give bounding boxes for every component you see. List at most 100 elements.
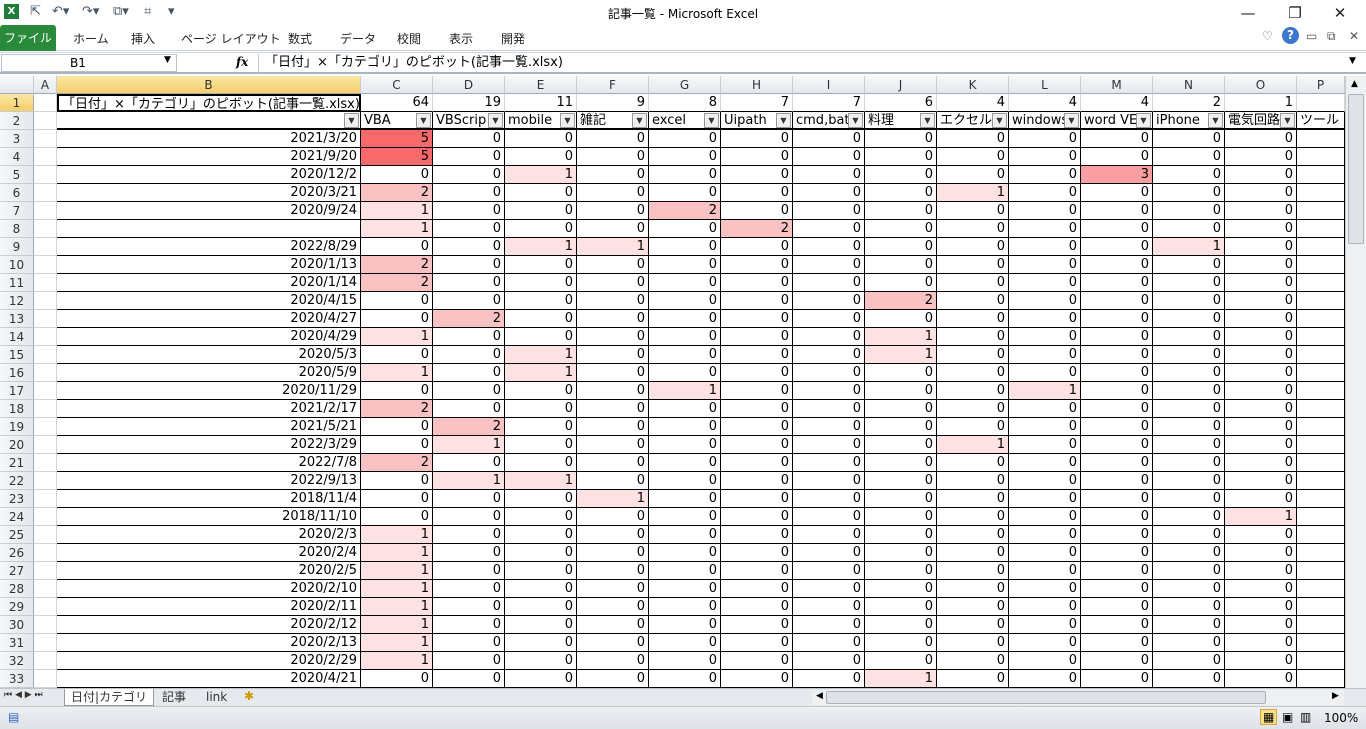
cell-empty[interactable] xyxy=(1297,148,1345,166)
row-header[interactable]: 3 xyxy=(0,130,34,148)
value-cell[interactable]: 0 xyxy=(721,508,793,526)
value-cell[interactable]: 0 xyxy=(865,526,937,544)
category-header-cell[interactable]: iPhone ▼ xyxy=(1153,112,1225,130)
value-cell[interactable]: 0 xyxy=(1009,508,1081,526)
row-header[interactable]: 14 xyxy=(0,328,34,346)
select-all-corner[interactable] xyxy=(0,76,34,94)
value-cell[interactable]: 0 xyxy=(649,184,721,202)
filter-dropdown-icon[interactable]: ▼ xyxy=(848,113,863,128)
value-cell[interactable]: 0 xyxy=(433,598,505,616)
cell-empty[interactable] xyxy=(34,256,57,274)
tab-review[interactable]: 校閲 xyxy=(397,32,422,46)
value-cell[interactable]: 0 xyxy=(1153,670,1225,688)
value-cell[interactable]: 0 xyxy=(433,256,505,274)
value-cell[interactable]: 0 xyxy=(865,130,937,148)
value-cell[interactable]: 0 xyxy=(793,292,865,310)
value-cell[interactable]: 0 xyxy=(1009,598,1081,616)
value-cell[interactable]: 1 xyxy=(433,436,505,454)
value-cell[interactable]: 0 xyxy=(1225,310,1297,328)
value-cell[interactable]: 0 xyxy=(505,400,577,418)
value-cell[interactable]: 0 xyxy=(1009,184,1081,202)
cell-empty[interactable] xyxy=(34,526,57,544)
value-cell[interactable]: 0 xyxy=(1009,130,1081,148)
cell-empty[interactable] xyxy=(34,400,57,418)
value-cell[interactable]: 0 xyxy=(1225,292,1297,310)
value-cell[interactable]: 0 xyxy=(433,364,505,382)
shapes-icon[interactable]: ⧉▾ xyxy=(113,4,129,19)
category-header-cell[interactable]: windows ▼ xyxy=(1009,112,1081,130)
value-cell[interactable]: 0 xyxy=(505,436,577,454)
value-cell[interactable]: 0 xyxy=(1081,490,1153,508)
value-cell[interactable]: 0 xyxy=(865,562,937,580)
value-cell[interactable]: 1 xyxy=(361,544,433,562)
cell-empty[interactable] xyxy=(34,202,57,220)
vertical-scrollbar[interactable]: ▲ xyxy=(1345,76,1366,688)
value-cell[interactable]: 1 xyxy=(361,364,433,382)
value-cell[interactable]: 0 xyxy=(865,544,937,562)
value-cell[interactable]: 2 xyxy=(361,454,433,472)
cell-empty[interactable] xyxy=(34,634,57,652)
cell-empty[interactable] xyxy=(1297,292,1345,310)
value-cell[interactable]: 0 xyxy=(1081,328,1153,346)
value-cell[interactable]: 2 xyxy=(361,400,433,418)
row-header[interactable]: 31 xyxy=(0,634,34,652)
value-cell[interactable]: 0 xyxy=(433,382,505,400)
sheet-tab-link[interactable]: link xyxy=(206,690,228,704)
value-cell[interactable]: 1 xyxy=(361,328,433,346)
value-cell[interactable]: 1 xyxy=(505,166,577,184)
zoom-level[interactable]: 100% xyxy=(1324,711,1359,725)
row-header[interactable]: 24 xyxy=(0,508,34,526)
value-cell[interactable]: 0 xyxy=(1225,130,1297,148)
value-cell[interactable]: 0 xyxy=(505,130,577,148)
value-cell[interactable]: 0 xyxy=(1153,544,1225,562)
value-cell[interactable]: 0 xyxy=(361,436,433,454)
cell-empty[interactable] xyxy=(1297,130,1345,148)
value-cell[interactable]: 0 xyxy=(577,616,649,634)
value-cell[interactable]: 0 xyxy=(793,346,865,364)
value-cell[interactable]: 0 xyxy=(505,382,577,400)
date-row-label[interactable]: 2022/9/13 xyxy=(57,472,361,490)
value-cell[interactable]: 0 xyxy=(1153,634,1225,652)
value-cell[interactable]: 1 xyxy=(361,220,433,238)
column-header-E[interactable]: E xyxy=(505,76,577,94)
value-cell[interactable]: 0 xyxy=(937,616,1009,634)
value-cell[interactable]: 0 xyxy=(793,364,865,382)
date-row-label[interactable]: 2022/8/29 xyxy=(57,238,361,256)
cell-empty[interactable] xyxy=(34,490,57,508)
filter-dropdown-icon[interactable]: ▼ xyxy=(560,113,575,128)
category-header-cell[interactable]: VBA ▼ xyxy=(361,112,433,130)
value-cell[interactable]: 1 xyxy=(361,526,433,544)
cell-empty[interactable] xyxy=(1297,508,1345,526)
column-header-P[interactable]: P xyxy=(1297,76,1345,94)
value-cell[interactable]: 0 xyxy=(721,328,793,346)
value-cell[interactable]: 0 xyxy=(1009,472,1081,490)
value-cell[interactable]: 0 xyxy=(1081,544,1153,562)
column-header-A[interactable]: A xyxy=(34,76,57,94)
cell-empty[interactable] xyxy=(1297,166,1345,184)
value-cell[interactable]: 5 xyxy=(361,148,433,166)
redo-icon[interactable]: ↷▾ xyxy=(82,4,100,19)
value-cell[interactable]: 0 xyxy=(433,634,505,652)
value-cell[interactable]: 0 xyxy=(721,400,793,418)
filter-dropdown-icon[interactable]: ▼ xyxy=(992,113,1007,128)
value-cell[interactable]: 0 xyxy=(1225,436,1297,454)
date-row-label[interactable]: 2021/3/20 xyxy=(57,130,361,148)
value-cell[interactable]: 0 xyxy=(577,544,649,562)
value-cell[interactable]: 0 xyxy=(433,274,505,292)
value-cell[interactable]: 2 xyxy=(433,418,505,436)
value-cell[interactable]: 0 xyxy=(721,652,793,670)
value-cell[interactable]: 0 xyxy=(937,490,1009,508)
scroll-right-icon[interactable]: ▶ xyxy=(1332,691,1339,701)
cell-empty[interactable] xyxy=(34,382,57,400)
column-header-G[interactable]: G xyxy=(649,76,721,94)
date-row-label[interactable]: 2020/2/12 xyxy=(57,616,361,634)
value-cell[interactable]: 0 xyxy=(1081,220,1153,238)
row-header[interactable]: 28 xyxy=(0,580,34,598)
value-cell[interactable]: 0 xyxy=(865,490,937,508)
value-cell[interactable]: 0 xyxy=(937,472,1009,490)
value-cell[interactable]: 0 xyxy=(1081,130,1153,148)
value-cell[interactable]: 0 xyxy=(649,274,721,292)
value-cell[interactable]: 0 xyxy=(577,220,649,238)
value-cell[interactable]: 0 xyxy=(505,562,577,580)
value-cell[interactable]: 0 xyxy=(361,292,433,310)
